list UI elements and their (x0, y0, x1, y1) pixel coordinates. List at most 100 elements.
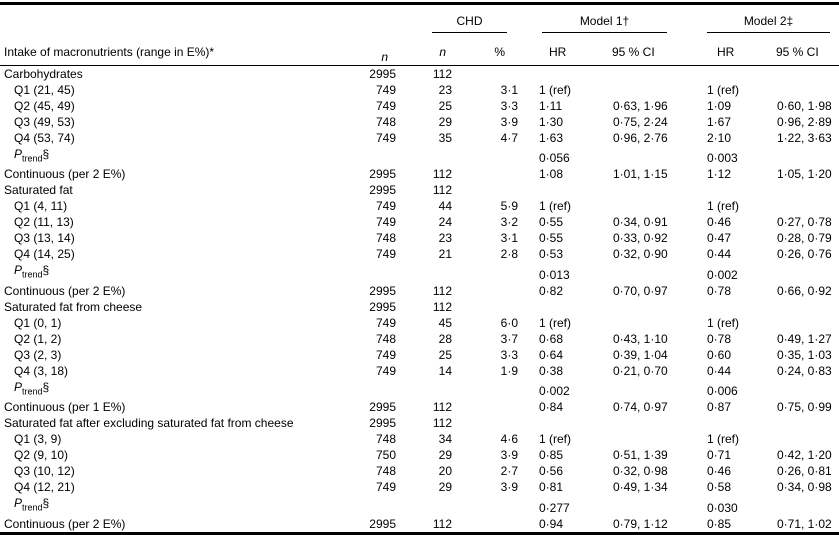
cell-ci2: 0·27, 0·78 (777, 215, 832, 230)
cell-chd-n: 112 (432, 183, 452, 198)
cell-ci2 (756, 299, 839, 315)
cell-n (336, 146, 396, 166)
cell-hr2: 0·030 (707, 500, 738, 515)
table-row: Ptrend§ 0·056 0·003 (0, 146, 839, 166)
cell-pct (452, 379, 518, 399)
cell-hr1: 1 (ref) (539, 432, 572, 447)
cell-pct: 3·9 (500, 115, 518, 129)
cell-ci1 (592, 198, 686, 214)
cell-label: Saturated fat (4, 183, 73, 198)
cell-pct: 2·7 (500, 464, 518, 479)
cell-hr2: 0·003 (707, 151, 738, 166)
cell-pct (452, 182, 518, 198)
cell-ci1: 0·32, 0·90 (613, 247, 668, 262)
column-header-intake: Intake of macronutrients (range in E%)* (4, 45, 215, 59)
cell-hr1 (518, 415, 592, 431)
cell-label: Q4 (14, 25) (14, 247, 75, 262)
cell-n: 749 (375, 363, 396, 378)
cell-hr1: 0·84 (539, 400, 564, 415)
cell-ci1: 0·96, 2·76 (613, 131, 668, 145)
cell-hr2: 1 (ref) (707, 432, 740, 447)
cell-chd-n: 25 (438, 347, 452, 362)
cell-chd-n (396, 262, 452, 282)
cell-n: 2995 (369, 283, 396, 298)
cell-label: Q2 (1, 2) (14, 331, 62, 346)
cell-pct (452, 262, 518, 282)
cell-chd-n: 112 (432, 299, 452, 314)
cell-ci1: 0·32, 0·98 (613, 464, 668, 479)
table-row: Continuous (per 2 E%) 2995 112 1·08 1·01, 1·… (0, 166, 839, 182)
cell-ci2 (756, 82, 839, 98)
cell-hr1: 1·63 (539, 131, 564, 145)
cell-chd-n: 35 (438, 131, 452, 145)
cell-label: Ptrend§ (14, 496, 50, 513)
cell-n (336, 495, 396, 515)
cell-hr1: 1 (ref) (539, 199, 572, 214)
cell-label: Carbohydrates (4, 67, 83, 81)
cell-label: Q4 (53, 74) (14, 131, 75, 145)
cell-pct: 5·9 (500, 199, 518, 214)
table-body: Carbohydrates 2995 112 Q1 (21, 45) 749 23 3·1 1… (0, 66, 839, 534)
cell-pct: 4·6 (500, 432, 518, 447)
cell-ci2 (756, 431, 839, 447)
cell-ci2: 0·26, 0·76 (777, 247, 832, 262)
table-row: Saturated fat 2995 112 (0, 182, 839, 198)
cell-hr2: 0·58 (707, 480, 732, 495)
cell-hr1: 0·64 (539, 347, 564, 362)
cell-label: Ptrend§ (14, 147, 50, 164)
table-row: Q2 (11, 13) 749 24 3·2 0·55 0·34, 0·91 0·46 0·2… (0, 214, 839, 230)
cell-ci1: 1·01, 1·15 (613, 167, 668, 182)
table-row: Q1 (3, 9) 748 34 4·6 1 (ref) 1 (ref) (0, 431, 839, 447)
spanner-model1: Model 1† (518, 4, 686, 33)
cell-hr2: 0·78 (707, 331, 732, 346)
cell-hr2 (686, 415, 756, 431)
cell-hr1: 1 (ref) (539, 83, 572, 97)
table-row: Q1 (0, 1) 749 45 6·0 1 (ref) 1 (ref) (0, 315, 839, 331)
cell-hr2: 0·44 (707, 363, 732, 378)
cell-n: 2995 (369, 183, 396, 198)
cell-pct (452, 399, 518, 415)
cell-chd-n: 20 (438, 464, 452, 479)
cell-pct (452, 495, 518, 515)
table-header: Intake of macronutrients (range in E%)* … (0, 4, 839, 66)
table-row: Q3 (13, 14) 748 23 3·1 0·55 0·33, 0·92 0·47 0·2… (0, 230, 839, 246)
column-header-model2-ci: 95 % CI (776, 45, 819, 59)
cell-ci1 (592, 379, 686, 399)
cell-hr1: 0·82 (539, 283, 564, 298)
cell-chd-n: 29 (438, 115, 452, 129)
cell-hr1: 0·55 (539, 215, 564, 230)
cell-n: 748 (375, 115, 396, 129)
cell-chd-n: 112 (432, 283, 452, 298)
cell-label: Q1 (3, 9) (14, 432, 62, 447)
cell-hr2: 1·12 (707, 167, 732, 182)
cell-chd-n: 23 (438, 83, 452, 97)
cell-hr1: 1·08 (539, 167, 564, 182)
column-header-model2-hr: HR (717, 45, 735, 59)
cell-pct: 3·9 (500, 480, 518, 495)
cell-label: Q4 (3, 18) (14, 363, 69, 378)
cell-hr1: 0·56 (539, 464, 564, 479)
cell-hr2: 0·46 (707, 215, 732, 230)
cell-hr2: 0·44 (707, 247, 732, 262)
cell-label: Saturated fat from cheese (4, 299, 143, 314)
cell-pct: 3·2 (500, 215, 518, 230)
cell-pct (452, 283, 518, 299)
cell-hr2: 0·78 (707, 283, 732, 298)
cell-pct (452, 66, 518, 83)
table-row: Q3 (10, 12) 748 20 2·7 0·56 0·32, 0·98 0·46 0·2… (0, 463, 839, 479)
cell-label: Q2 (9, 10) (14, 448, 69, 463)
cell-hr2: 2·10 (707, 131, 732, 145)
spanner-model2: Model 2‡ (686, 4, 839, 33)
cell-ci2: 0·28, 0·79 (777, 231, 832, 246)
cell-ci2: 0·60, 1·98 (777, 99, 832, 113)
cell-hr2: 1 (ref) (707, 83, 740, 97)
cell-ci2 (756, 198, 839, 214)
cell-ci2: 0·75, 0·99 (777, 400, 832, 415)
cell-ci2: 1·22, 3·63 (777, 131, 832, 145)
column-header-row: n % HR 95 % CI HR 95 % CI (0, 33, 839, 66)
cell-label: Q3 (49, 53) (14, 115, 75, 129)
cell-chd-n: 112 (432, 516, 452, 531)
cell-n: 749 (375, 199, 396, 214)
cell-label: Saturated fat after excluding saturated … (4, 416, 294, 431)
cell-ci1 (592, 415, 686, 431)
